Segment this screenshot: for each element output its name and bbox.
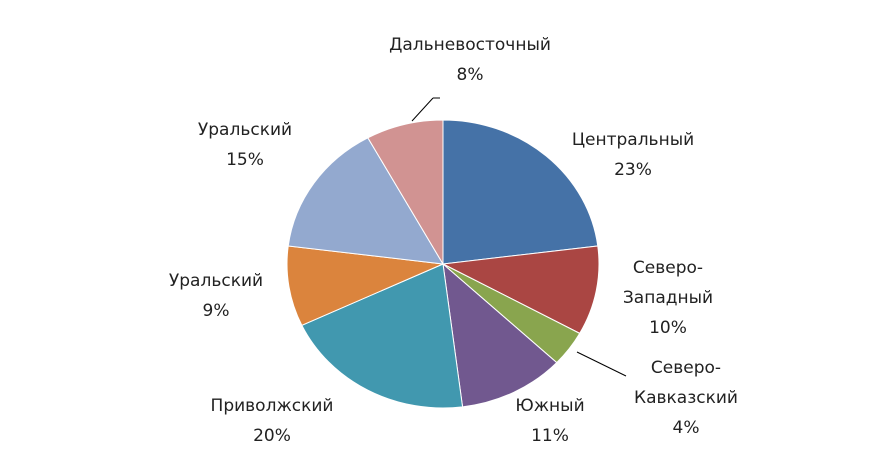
label-line: Уральский: [198, 120, 292, 140]
value-label: 10%: [649, 318, 687, 338]
pie-slice: [287, 137, 444, 265]
label-line: Приволжский: [211, 396, 334, 416]
pie-slice: [442, 119, 599, 265]
leader-line: [576, 351, 627, 377]
pie-slice: [367, 119, 444, 266]
value-label: 20%: [253, 426, 291, 446]
value-label: 15%: [226, 150, 264, 170]
value-label: 23%: [614, 160, 652, 180]
label-line: Северо-: [651, 358, 721, 378]
pie-slice: [441, 245, 600, 335]
slice-label: Северо- Кавказский: [634, 358, 738, 408]
pie-slice: [442, 262, 558, 408]
label-line: Кавказский: [634, 388, 738, 408]
value-label: 9%: [203, 301, 230, 321]
value-label: 11%: [531, 426, 569, 446]
pie-slice: [301, 263, 464, 409]
label-line: Дальневосточный: [389, 35, 551, 55]
slice-label: Приволжский: [211, 396, 334, 416]
slice-label: Уральский: [169, 271, 263, 291]
value-label: 8%: [457, 65, 484, 85]
slice-label: Северо- Западный: [623, 258, 713, 308]
label-line: Центральный: [572, 130, 694, 150]
label-line: Уральский: [169, 271, 263, 291]
slice-label: Центральный: [572, 130, 694, 150]
slice-label: Уральский: [198, 120, 292, 140]
label-line: Северо-: [633, 258, 703, 278]
slice-label: Дальневосточный: [389, 35, 551, 55]
slice-label: Южный: [515, 396, 584, 416]
pie-slice: [286, 245, 445, 326]
label-line: Западный: [623, 288, 713, 308]
value-label: 4%: [673, 418, 700, 438]
leader-line: [411, 97, 434, 122]
label-line: Южный: [515, 396, 584, 416]
